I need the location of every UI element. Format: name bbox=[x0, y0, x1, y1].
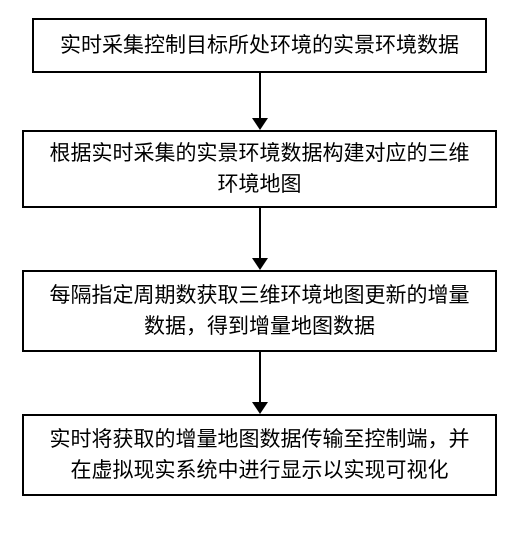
flowchart-arrow-2 bbox=[252, 208, 268, 270]
flowchart-container: 实时采集控制目标所处环境的实景环境数据 根据实时采集的实景环境数据构建对应的三维… bbox=[0, 0, 519, 496]
node-text: 每隔指定周期数获取三维环境地图更新的增量数据，得到增量地图数据 bbox=[44, 280, 475, 343]
node-text: 实时采集控制目标所处环境的实景环境数据 bbox=[60, 30, 459, 62]
arrow-head-icon bbox=[252, 258, 268, 270]
node-text: 实时将获取的增量地图数据传输至控制端，并在虚拟现实系统中进行显示以实现可视化 bbox=[44, 424, 475, 487]
node-text: 根据实时采集的实景环境数据构建对应的三维环境地图 bbox=[44, 138, 475, 201]
flowchart-node-2: 根据实时采集的实景环境数据构建对应的三维环境地图 bbox=[22, 130, 497, 208]
arrow-head-icon bbox=[252, 402, 268, 414]
arrow-line bbox=[259, 208, 261, 258]
arrow-line bbox=[259, 73, 261, 118]
flowchart-arrow-3 bbox=[252, 352, 268, 414]
flowchart-arrow-1 bbox=[252, 73, 268, 130]
arrow-head-icon bbox=[252, 118, 268, 130]
flowchart-node-3: 每隔指定周期数获取三维环境地图更新的增量数据，得到增量地图数据 bbox=[22, 270, 497, 352]
arrow-line bbox=[259, 352, 261, 402]
flowchart-node-4: 实时将获取的增量地图数据传输至控制端，并在虚拟现实系统中进行显示以实现可视化 bbox=[22, 414, 497, 496]
flowchart-node-1: 实时采集控制目标所处环境的实景环境数据 bbox=[32, 18, 487, 73]
